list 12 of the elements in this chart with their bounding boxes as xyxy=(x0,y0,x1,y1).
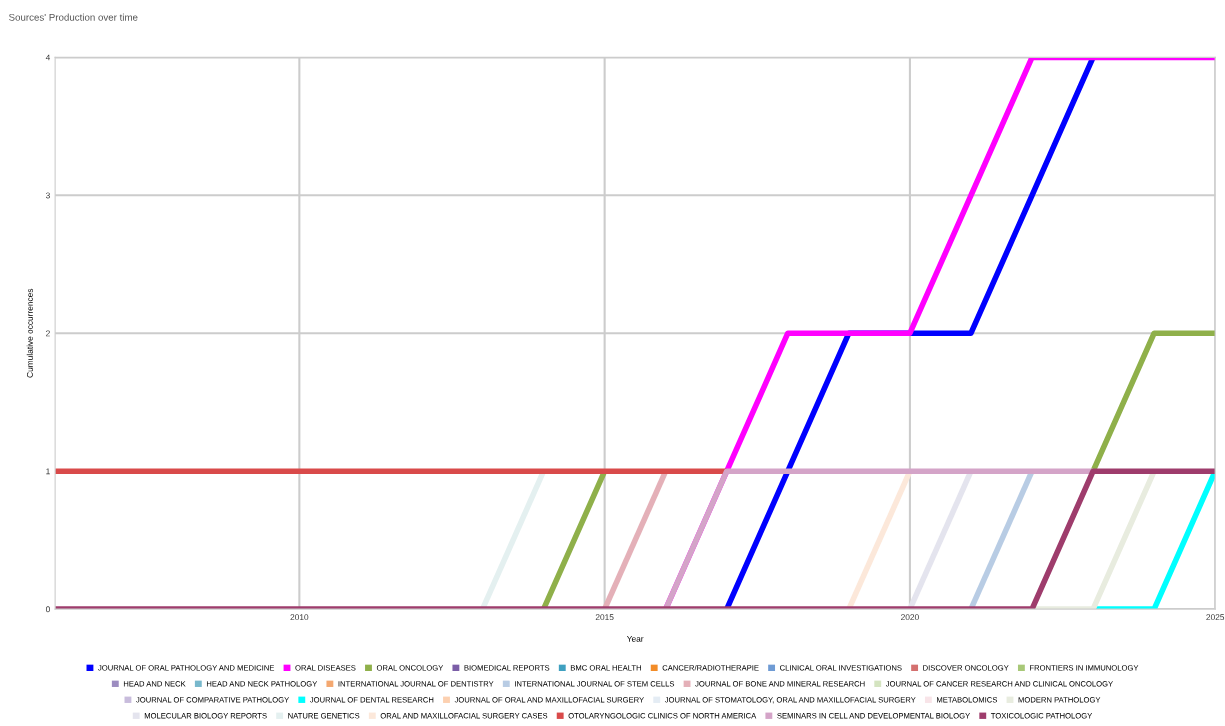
x-tick-label: 2010 xyxy=(290,614,309,621)
y-tick-label: 3 xyxy=(45,192,50,199)
x-tick-label: 2025 xyxy=(1206,614,1225,621)
x-tick-label: 2015 xyxy=(595,614,614,621)
y-axis-title: Cumulative occurrences xyxy=(26,288,33,378)
y-tick-label: 1 xyxy=(46,468,50,475)
x-axis-title: Year xyxy=(626,635,644,642)
y-tick-label: 0 xyxy=(45,606,50,613)
chart-title: Sources' Production over time xyxy=(9,13,138,21)
x-tick-label: 2020 xyxy=(901,614,919,621)
y-tick-label: 2 xyxy=(46,330,50,337)
y-tick-label: 4 xyxy=(45,54,51,61)
